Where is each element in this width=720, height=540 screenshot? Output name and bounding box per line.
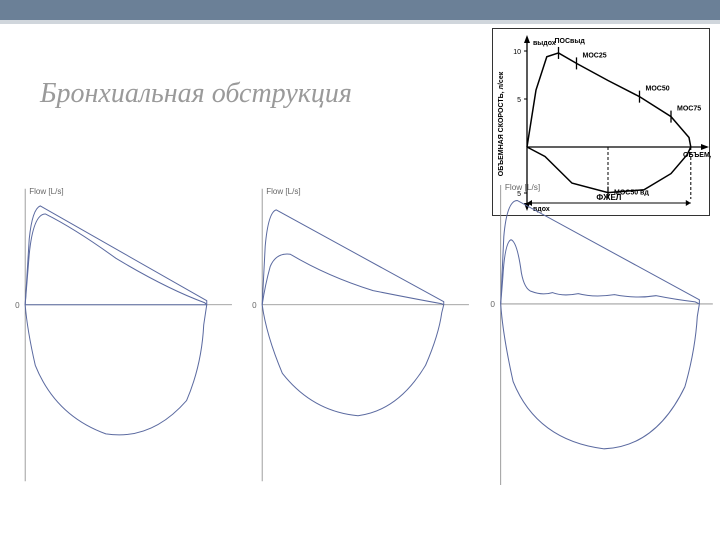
svg-text:МОС75: МОС75 (677, 106, 701, 113)
flow-volume-chart-3: Flow [L/s] 0 (480, 175, 718, 495)
svg-text:выдох: выдох (533, 40, 556, 47)
flow-volume-chart-2: Flow [L/s] 0 (242, 175, 474, 495)
svg-text:ОБЪЕМ, л: ОБЪЕМ, л (683, 152, 711, 159)
svg-text:МОС25: МОС25 (583, 52, 607, 59)
svg-text:Flow [L/s]: Flow [L/s] (505, 183, 540, 192)
header-bar (0, 0, 720, 20)
svg-text:МОС50: МОС50 (646, 86, 670, 93)
svg-text:0: 0 (490, 300, 495, 309)
charts-row: Flow [L/s] 0 Flow [L/s] 0 Flow [L/s] 0 (0, 175, 720, 515)
flow-volume-chart-1: Flow [L/s] 0 (5, 175, 237, 495)
svg-text:ПОСвыд: ПОСвыд (555, 38, 586, 45)
svg-text:0: 0 (252, 301, 257, 310)
svg-text:5: 5 (517, 97, 521, 104)
svg-text:10: 10 (513, 49, 521, 56)
svg-text:Flow [L/s]: Flow [L/s] (266, 187, 300, 196)
svg-text:0: 0 (15, 301, 20, 310)
svg-text:ОБЪЕМНАЯ СКОРОСТЬ, л/сек: ОБЪЕМНАЯ СКОРОСТЬ, л/сек (498, 71, 505, 176)
svg-text:Flow [L/s]: Flow [L/s] (29, 187, 63, 196)
page-title: Бронхиальная обструкция (40, 78, 352, 110)
